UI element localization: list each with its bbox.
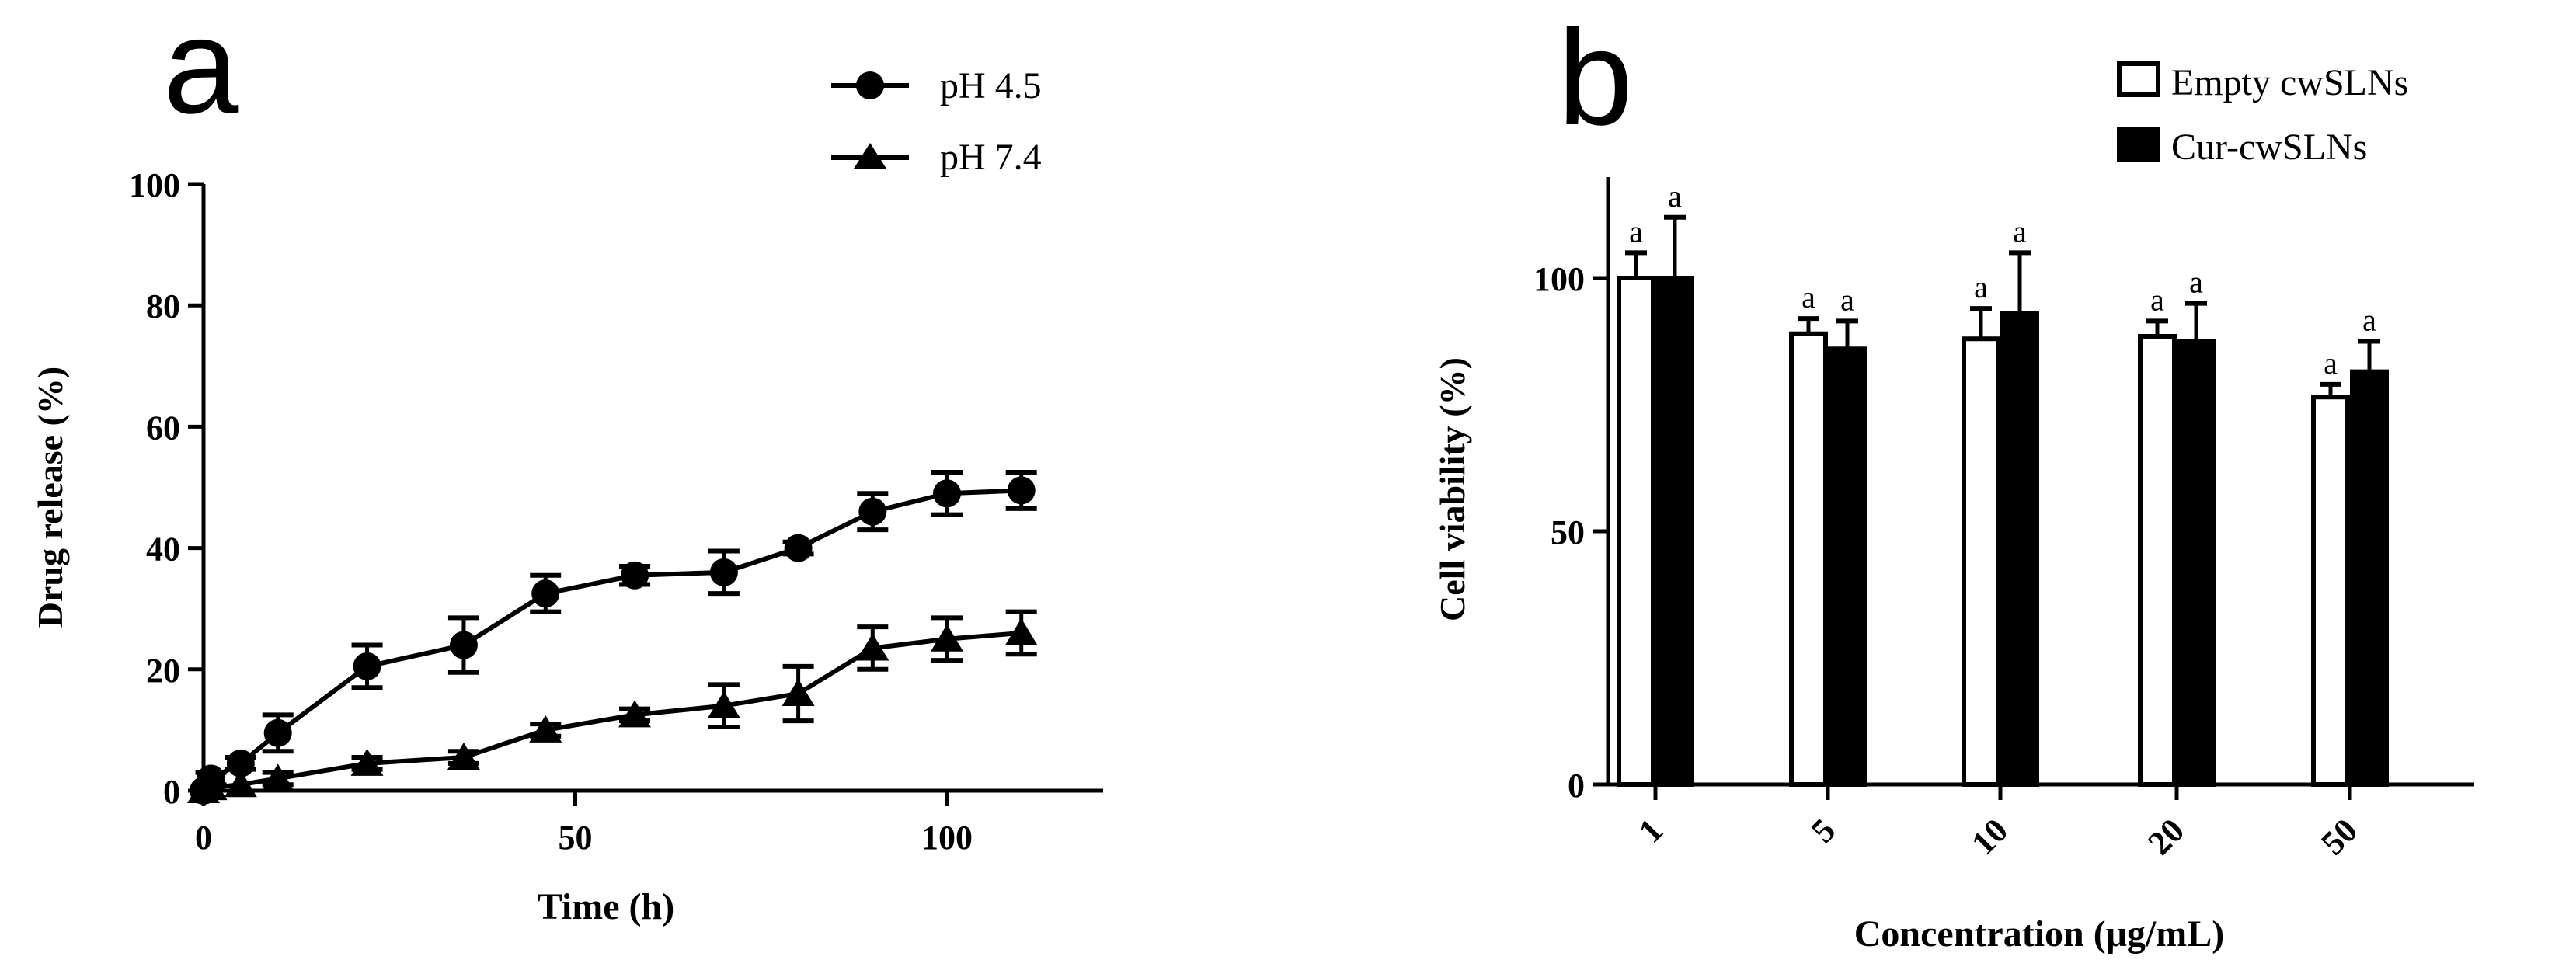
panel-a-y-axis-title: Drug release (%)	[30, 367, 70, 628]
significance-label-empty: a	[2324, 346, 2338, 381]
data-point-ph45	[621, 561, 649, 590]
y-tick-label: 0	[1568, 767, 1585, 805]
significance-label-empty: a	[1974, 270, 1988, 304]
bar-cur	[2000, 311, 2039, 787]
panel-a-chart: a 0 20 40 60 80 100 0 50 100 Drug release (%) Ti…	[30, 0, 1103, 927]
legend-label-cur: Cur-cwSLNs	[2171, 127, 2367, 168]
series-line-ph74	[202, 630, 1022, 793]
data-point-ph74	[261, 763, 294, 791]
bar-empty	[1617, 276, 1655, 787]
panel-b-letter: b	[1558, 2, 1633, 154]
data-point-ph74	[782, 679, 815, 707]
y-tick-label: 20	[146, 652, 180, 690]
data-point-ph45	[263, 718, 292, 747]
panel-a-legend: pH 4.5 pH 7.4	[831, 65, 1042, 178]
y-tick-label: 0	[163, 773, 180, 811]
legend-label-empty: Empty cwSLNs	[2171, 62, 2408, 103]
panel-a-x-axis-title: Time (h)	[538, 886, 674, 927]
series-line-ph45	[201, 488, 1022, 792]
legend-marker-circle	[856, 71, 884, 99]
x-tick-label: 100	[921, 819, 973, 857]
bar-cur	[2177, 339, 2216, 787]
data-point-ph45	[709, 558, 738, 586]
x-tick-label: 50	[2313, 811, 2365, 862]
panel-a-series	[187, 469, 1038, 805]
legend-swatch-empty	[2117, 61, 2160, 97]
significance-label-cur: a	[1840, 282, 1854, 317]
x-tick-label: 10	[1964, 811, 2015, 862]
x-tick-label: 1	[1631, 811, 1670, 850]
data-point-ph74	[224, 770, 257, 798]
bar-cur	[1828, 346, 1867, 787]
significance-label-empty: a	[2150, 282, 2164, 317]
panel-b-x-axis-title: Concentration (μg/mL)	[1854, 913, 2224, 955]
data-point-ph45	[226, 749, 255, 777]
significance-label-empty: a	[1629, 214, 1643, 249]
data-point-ph45	[531, 579, 560, 608]
bar-cur	[2350, 369, 2389, 787]
significance-label-empty: a	[1801, 280, 1815, 315]
data-point-ph74	[931, 624, 963, 652]
panel-b-y-axis-title: Cell viability (%)	[1432, 357, 1472, 621]
data-point-ph45	[449, 631, 478, 659]
bar-empty	[2311, 395, 2350, 787]
data-point-ph45	[784, 534, 813, 562]
significance-label-cur: a	[2189, 265, 2203, 300]
y-tick-label: 50	[1551, 513, 1585, 551]
data-point-ph45	[858, 497, 887, 526]
panel-a-ticks: 0 20 40 60 80 100 0 50 100	[129, 166, 973, 857]
y-tick-label: 40	[146, 530, 180, 569]
y-tick-label: 100	[1533, 260, 1585, 298]
bar-empty	[1962, 336, 2000, 787]
data-point-ph74	[529, 715, 562, 743]
data-point-ph74	[194, 773, 228, 801]
y-tick-label: 80	[146, 287, 180, 325]
data-point-ph74	[618, 700, 652, 728]
significance-label-cur: a	[2362, 303, 2376, 338]
x-tick-label: 5	[1804, 811, 1843, 850]
bar-cur	[1655, 276, 1694, 787]
x-tick-label: 20	[2140, 811, 2191, 862]
data-point-ph45	[353, 652, 381, 680]
legend-label-ph74: pH 7.4	[940, 137, 1042, 178]
x-tick-label: 50	[559, 819, 593, 857]
panel-a-letter: a	[163, 0, 239, 142]
bar-empty	[2138, 333, 2177, 788]
legend-marker-triangle	[854, 143, 886, 169]
significance-label-cur: a	[1668, 179, 1682, 214]
data-point-ph74	[707, 690, 740, 718]
y-tick-label: 100	[129, 166, 180, 204]
x-tick-label: 0	[195, 819, 212, 857]
y-tick-label: 60	[146, 409, 180, 447]
significance-label-cur: a	[2013, 214, 2027, 249]
data-point-ph74	[447, 743, 480, 770]
legend-swatch-cur	[2117, 127, 2160, 162]
data-point-ph74	[856, 633, 889, 661]
data-point-ph74	[1004, 617, 1038, 645]
data-point-ph45	[1007, 476, 1036, 505]
panel-b-legend: Empty cwSLNs Cur-cwSLNs	[2117, 61, 2408, 168]
bar-empty	[1789, 331, 1828, 788]
data-point-ph74	[350, 748, 384, 776]
data-point-ph45	[933, 479, 961, 508]
legend-label-ph45: pH 4.5	[940, 65, 1042, 106]
